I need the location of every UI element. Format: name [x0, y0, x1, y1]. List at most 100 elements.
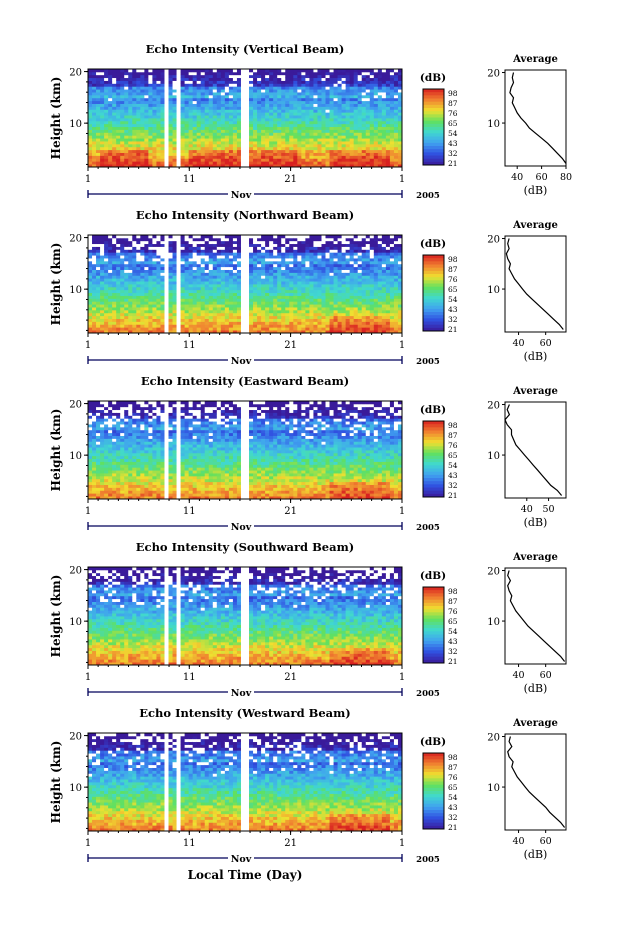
heatmap-cell	[212, 118, 218, 122]
heatmap-cell	[236, 255, 242, 259]
heatmap-cell	[240, 100, 246, 104]
heatmap-cell	[104, 330, 109, 334]
heatmap-cell	[261, 246, 266, 250]
heatmap-cell	[277, 112, 282, 116]
heatmap-cell	[180, 286, 186, 291]
heatmap-cell	[236, 298, 242, 302]
heatmap-cell	[245, 237, 250, 242]
heatmap-cell	[160, 109, 165, 113]
heatmap-cell	[136, 118, 141, 122]
heatmap-cell	[220, 318, 226, 322]
heatmap-cell	[196, 155, 202, 159]
heatmap-cell	[397, 129, 403, 133]
heatmap-cell	[92, 74, 97, 79]
heatmap-cell	[289, 237, 294, 242]
heatmap-cell	[160, 246, 165, 250]
heatmap-cell	[313, 312, 318, 317]
heatmap-cell	[273, 324, 278, 328]
heatmap-cell	[220, 83, 226, 87]
heatmap-cell	[132, 161, 137, 165]
heatmap-cell	[148, 307, 153, 311]
heatmap-cell	[140, 298, 145, 302]
heatmap-cell	[136, 240, 141, 245]
heatmap-cell	[313, 83, 318, 87]
heatmap-cell	[108, 260, 113, 265]
heatmap-cell	[397, 115, 403, 119]
heatmap-cell	[277, 126, 282, 130]
heatmap-cell	[381, 77, 387, 81]
heatmap-cell	[232, 272, 238, 276]
heatmap-cell	[325, 266, 330, 270]
heatmap-cell	[112, 155, 117, 159]
heatmap-cell	[345, 132, 351, 136]
heatmap-cell	[285, 275, 290, 279]
heatmap-cell	[108, 327, 113, 331]
heatmap-cell	[253, 252, 258, 256]
heatmap-cell	[212, 126, 218, 130]
heatmap-cell	[341, 80, 347, 84]
heatmap-cell	[265, 97, 270, 102]
heatmap-cell	[317, 266, 322, 270]
heatmap-cell	[236, 123, 242, 128]
heatmap-cell	[245, 301, 250, 305]
heatmap-cell	[208, 109, 214, 113]
heatmap-cell	[353, 94, 359, 99]
heatmap-cell	[257, 86, 262, 90]
heatmap-cell	[249, 118, 254, 122]
heatmap-cell	[240, 141, 246, 145]
heatmap-cell	[309, 132, 314, 136]
heatmap-cell	[301, 307, 306, 311]
heatmap-cell	[208, 86, 214, 90]
heatmap-cell	[88, 298, 93, 302]
heatmap-cell	[301, 295, 306, 299]
heatmap-cell	[389, 77, 395, 81]
heatmap-cell	[277, 94, 282, 99]
heatmap-cell	[240, 235, 246, 239]
heatmap-cell	[369, 71, 375, 76]
heatmap-cell	[285, 298, 290, 302]
heatmap-cell	[301, 149, 306, 153]
heatmap-cell	[112, 103, 117, 107]
heatmap-cell	[245, 118, 250, 122]
heatmap-cell	[329, 71, 334, 76]
heatmap-cell	[92, 321, 97, 325]
heatmap-cell	[273, 138, 278, 142]
heatmap-cell	[132, 266, 137, 270]
heatmap-cell	[96, 71, 101, 76]
heatmap-cell	[281, 135, 286, 139]
heatmap-cell	[345, 327, 351, 331]
heatmap-cell	[397, 109, 403, 113]
heatmap-cell	[124, 69, 129, 73]
heatmap-cell	[104, 69, 109, 73]
heatmap-cell	[240, 307, 246, 311]
heatmap-cell	[108, 77, 113, 81]
heatmap-cell	[249, 275, 254, 279]
heatmap-cell	[257, 97, 262, 102]
heatmap-cell	[184, 252, 190, 256]
heatmap-cell	[305, 155, 310, 159]
heatmap-cell	[369, 129, 375, 133]
heatmap-cell	[341, 164, 347, 168]
heatmap-cell	[245, 109, 250, 113]
heatmap-cell	[293, 269, 298, 273]
heatmap-cell	[373, 132, 379, 136]
heatmap-cell	[212, 83, 218, 87]
heatmap-cell	[261, 143, 266, 148]
heatmap-cell	[305, 97, 310, 102]
heatmap-cell	[329, 315, 334, 319]
heatmap-cell	[208, 115, 214, 119]
colorbar-swatch	[423, 104, 444, 109]
heatmap-cell	[305, 69, 310, 73]
panels: Echo Intensity (Vertical Beam)2010Height…	[49, 42, 572, 865]
heatmap-cell	[337, 92, 343, 96]
heatmap-cell	[172, 69, 177, 73]
heatmap-cell	[277, 255, 282, 259]
heatmap-cell	[236, 275, 242, 279]
heatmap-cell	[152, 83, 157, 87]
heatmap-cell	[180, 97, 186, 102]
heatmap-cell	[160, 141, 165, 145]
heatmap-cell	[212, 103, 218, 107]
heatmap-cell	[381, 97, 387, 102]
heatmap-cell	[381, 89, 387, 93]
heatmap-cell	[261, 278, 266, 282]
